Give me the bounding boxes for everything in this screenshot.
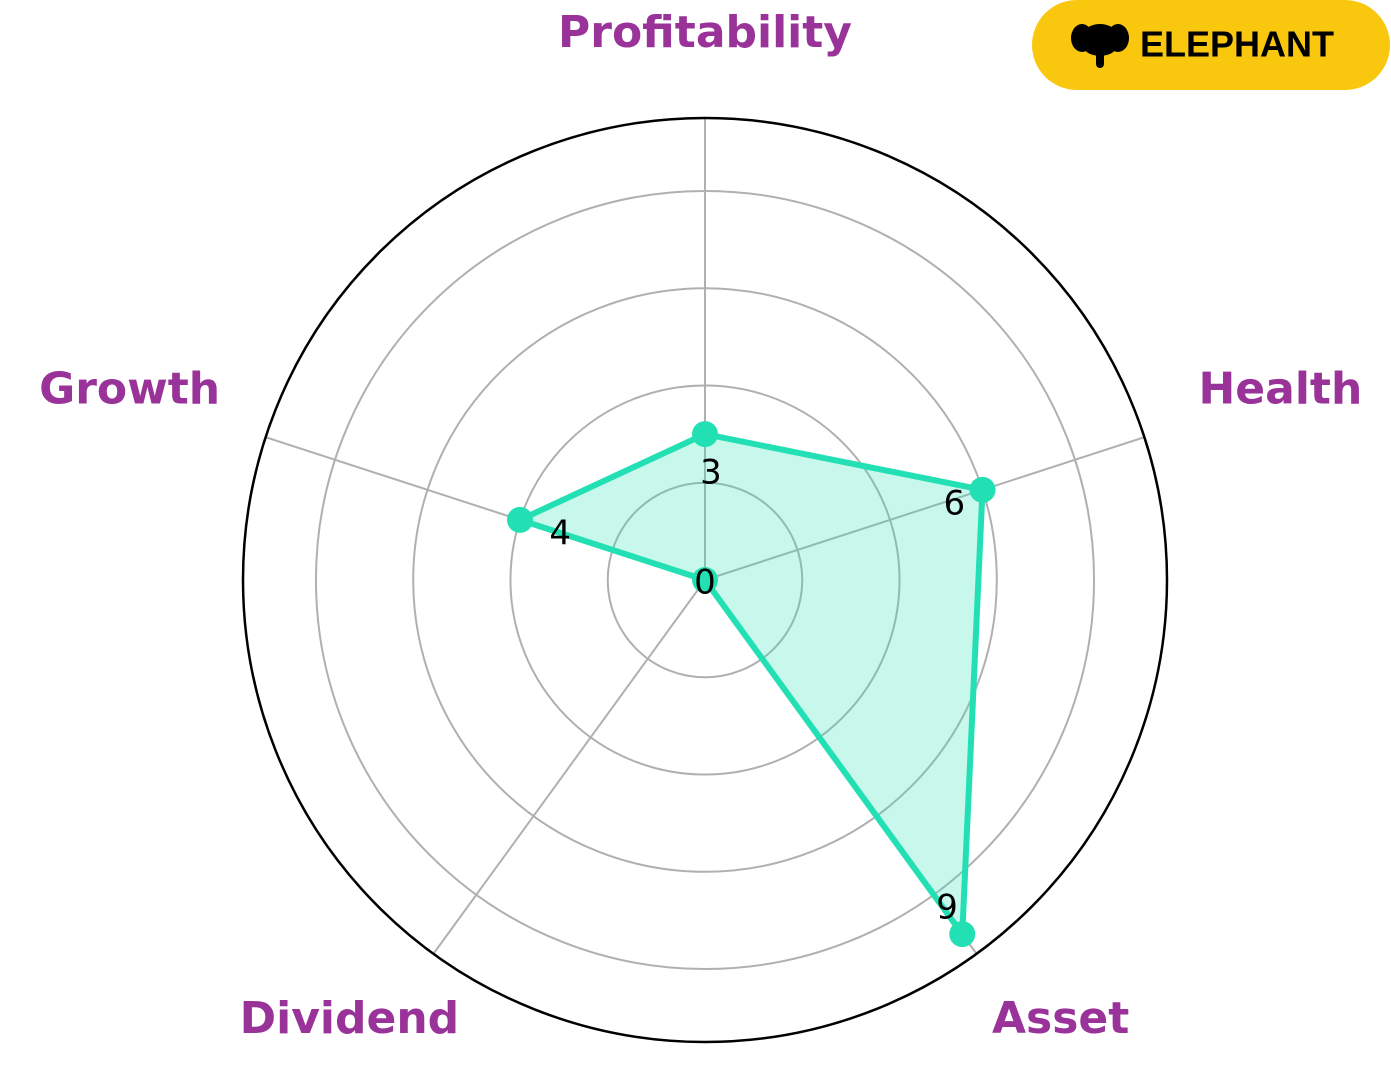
category-label: Growth: [39, 364, 220, 415]
data-point: [969, 476, 996, 503]
data-point: [949, 921, 976, 948]
spoke: [432, 579, 706, 955]
badge-background: [1032, 0, 1390, 90]
brand-badge: ELEPHANT: [1032, 0, 1390, 90]
value-label: 4: [549, 514, 571, 554]
category-label: Dividend: [240, 993, 460, 1044]
category-label: Profitability: [558, 7, 852, 58]
data-point: [506, 506, 533, 533]
value-label: 9: [936, 887, 958, 927]
spoke: [704, 436, 1145, 581]
data-point: [692, 567, 718, 593]
value-label: 6: [943, 483, 965, 523]
value-label: 0: [694, 563, 716, 603]
data-point: [692, 421, 718, 448]
elephant-icon: [1071, 24, 1129, 68]
radar-area: [516, 431, 986, 938]
outer-circle: [241, 116, 1169, 1044]
category-label: Asset: [992, 993, 1129, 1044]
brand-label: ELEPHANT: [1140, 24, 1334, 65]
category-label: Health: [1198, 364, 1362, 415]
value-label: 3: [700, 453, 722, 493]
